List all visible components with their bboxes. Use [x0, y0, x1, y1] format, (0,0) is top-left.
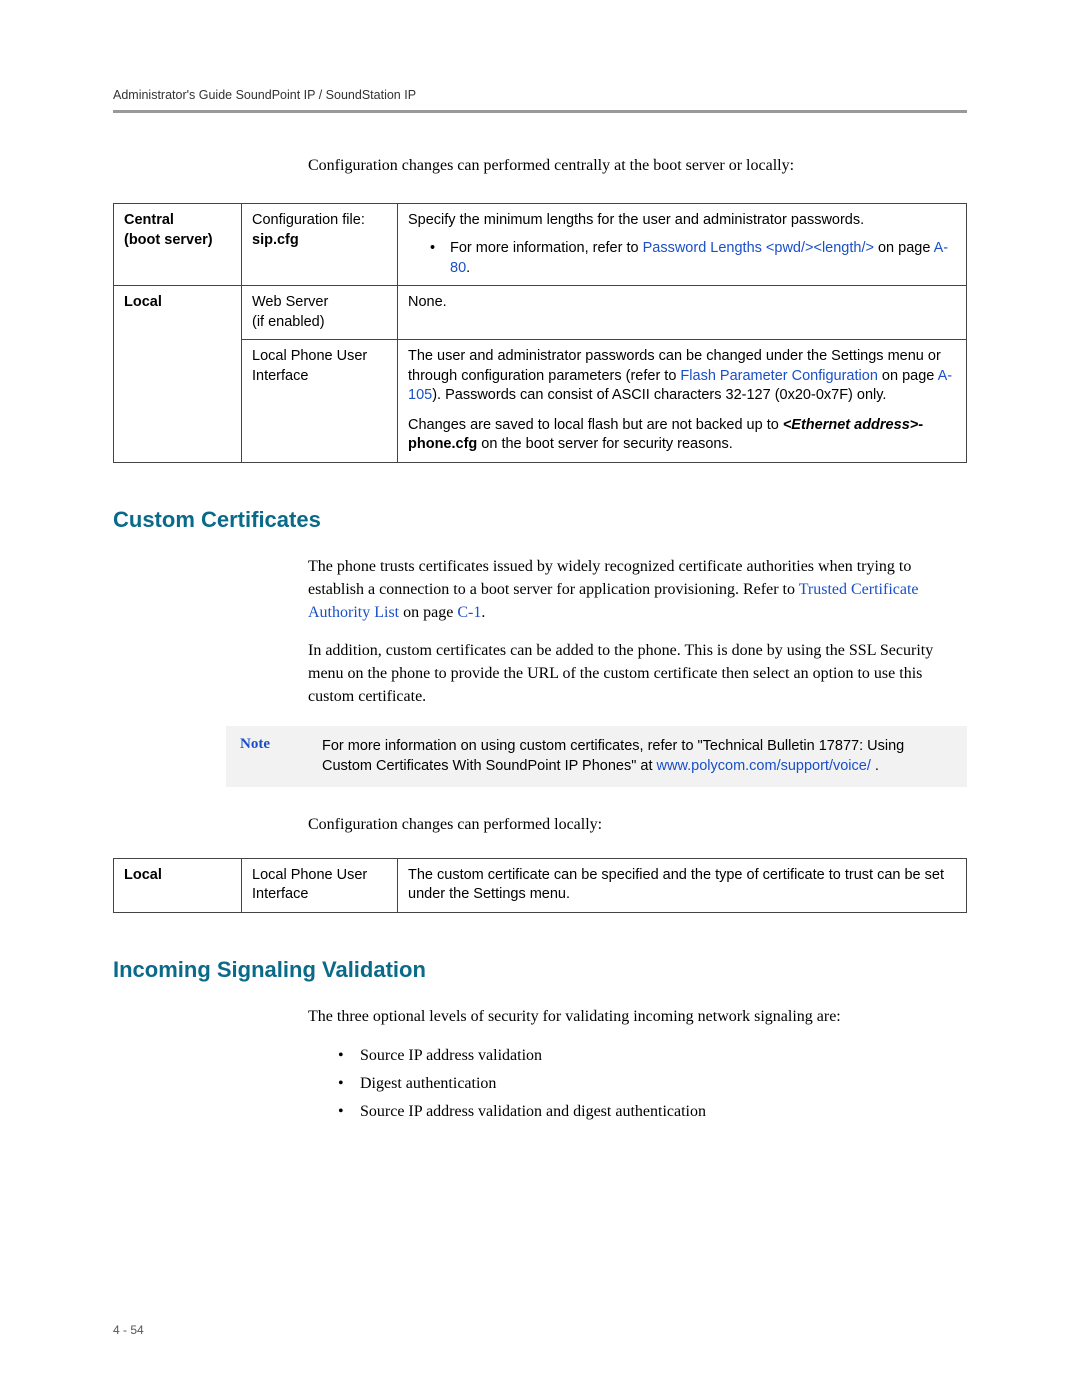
- method-file: sip.cfg: [252, 232, 299, 248]
- cell-desc: Specify the minimum lengths for the user…: [398, 204, 967, 286]
- cell-scope: Local: [114, 286, 242, 463]
- text-fragment: For more information, refer to: [450, 240, 643, 256]
- desc-text: Specify the minimum lengths for the user…: [408, 212, 864, 228]
- table-row: Central (boot server) Configuration file…: [114, 204, 967, 286]
- link-page-ref[interactable]: C-1: [457, 604, 481, 621]
- text-fragment: on page: [878, 368, 938, 384]
- section2-para1: The three optional levels of security fo…: [308, 1005, 967, 1028]
- table-row: Local Local Phone User Interface The cus…: [114, 858, 967, 912]
- cell-method: Web Server (if enabled): [242, 286, 398, 340]
- page-number: 4 - 54: [113, 1323, 144, 1337]
- text-fragment: .: [871, 758, 879, 774]
- note-label: Note: [240, 736, 322, 777]
- text-fragment: on the boot server for security reasons.: [477, 436, 733, 452]
- link-polycom-support[interactable]: www.polycom.com/support/voice/: [657, 758, 871, 774]
- security-levels-list: Source IP address validation Digest auth…: [338, 1042, 967, 1126]
- text-fragment: ). Passwords can consist of ASCII charac…: [432, 387, 886, 403]
- method-text: Web Server: [252, 294, 328, 310]
- desc-block: Changes are saved to local flash but are…: [408, 416, 956, 455]
- scope-sublabel: (boot server): [124, 232, 213, 248]
- table-row: Local Phone User Interface The user and …: [114, 340, 967, 463]
- section1-para2: In addition, custom certificates can be …: [308, 639, 967, 709]
- list-item: Digest authentication: [338, 1070, 967, 1098]
- bullet-text: For more information, refer to Password …: [450, 239, 956, 278]
- text-fragment: .: [466, 260, 470, 276]
- method-text: Configuration file:: [252, 212, 365, 228]
- link-flash-param[interactable]: Flash Parameter Configuration: [680, 368, 877, 384]
- text-fragment: Changes are saved to local flash but are…: [408, 417, 783, 433]
- scope-label: Local: [124, 867, 162, 883]
- heading-incoming-signaling: Incoming Signaling Validation: [113, 957, 967, 983]
- table-row: Local Web Server (if enabled) None.: [114, 286, 967, 340]
- desc-block: The user and administrator passwords can…: [408, 347, 956, 406]
- cell-desc: The user and administrator passwords can…: [398, 340, 967, 463]
- link-password-lengths[interactable]: Password Lengths <pwd/><length/>: [643, 240, 874, 256]
- intro-paragraph-2: Configuration changes can performed loca…: [308, 813, 967, 836]
- note-text: For more information on using custom cer…: [322, 736, 953, 777]
- running-header: Administrator's Guide SoundPoint IP / So…: [113, 88, 967, 102]
- list-item: Source IP address validation: [338, 1042, 967, 1070]
- cell-method: Local Phone User Interface: [242, 340, 398, 463]
- method-subtext: (if enabled): [252, 314, 325, 330]
- scope-label: Local: [124, 294, 162, 310]
- intro-paragraph-1: Configuration changes can performed cent…: [308, 155, 967, 177]
- header-rule: [113, 110, 967, 113]
- cell-bullet: • For more information, refer to Passwor…: [430, 239, 956, 278]
- config-table-1: Central (boot server) Configuration file…: [113, 203, 967, 463]
- bullet-icon: •: [430, 239, 450, 278]
- text-fragment: on page: [874, 240, 934, 256]
- page-content: Administrator's Guide SoundPoint IP / So…: [0, 0, 1080, 1166]
- text-fragment: .: [481, 604, 485, 621]
- text-fragment: on page: [399, 604, 457, 621]
- cell-method: Configuration file: sip.cfg: [242, 204, 398, 286]
- heading-custom-certificates: Custom Certificates: [113, 507, 967, 533]
- list-item: Source IP address validation and digest …: [338, 1098, 967, 1126]
- cell-scope: Local: [114, 858, 242, 912]
- cell-scope: Central (boot server): [114, 204, 242, 286]
- scope-label: Central: [124, 212, 174, 228]
- note-block: Note For more information on using custo…: [226, 726, 967, 787]
- config-table-2: Local Local Phone User Interface The cus…: [113, 858, 967, 913]
- emphasis-text: <Ethernet address>: [783, 417, 918, 433]
- cell-desc: The custom certificate can be specified …: [398, 858, 967, 912]
- cell-desc: None.: [398, 286, 967, 340]
- section1-para1: The phone trusts certificates issued by …: [308, 555, 967, 625]
- cell-method: Local Phone User Interface: [242, 858, 398, 912]
